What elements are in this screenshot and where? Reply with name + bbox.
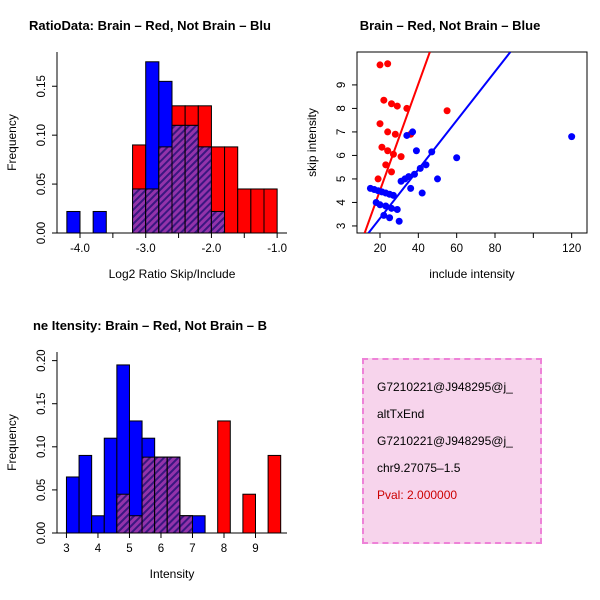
svg-text:include intensity: include intensity (429, 267, 514, 281)
info-line-gene-id-2: G7210221@J948295@j_ (377, 434, 513, 448)
svg-text:0.00: 0.00 (36, 222, 48, 244)
scatter-include-vs-skip: 20 40 60 80 120 3 4 5 6 7 8 9 include intensity skip … (305, 18, 588, 281)
svg-text:8: 8 (221, 543, 227, 555)
svg-text:6: 6 (158, 543, 164, 555)
svg-text:0.05: 0.05 (36, 479, 48, 501)
svg-text:Log2 Ratio Skip/Include: Log2 Ratio Skip/Include (109, 267, 236, 281)
svg-text:0.15: 0.15 (36, 393, 48, 415)
svg-text:0.00: 0.00 (36, 522, 48, 544)
svg-text:20: 20 (374, 243, 387, 255)
info-line-event-type: altTxEnd (377, 407, 425, 421)
svg-text:4: 4 (95, 543, 102, 555)
info-line-gene-id-1: G7210221@J948295@j_ (377, 380, 513, 394)
svg-text:120: 120 (562, 243, 581, 255)
svg-text:7: 7 (336, 129, 348, 135)
svg-text:5: 5 (336, 176, 348, 182)
histogram-log2-ratio: -4.0 -3.0 -2.0 -1.0 0.00 0.05 0.10 0.15 Log2 Rat… (5, 18, 287, 281)
svg-text:0.20: 0.20 (36, 349, 48, 371)
svg-text:Brain – Red, Not Brain – Blue: Brain – Red, Not Brain – Blue (360, 18, 541, 33)
svg-text:0.10: 0.10 (36, 124, 48, 146)
info-line-locus: chr9.27075–1.5 (377, 461, 461, 475)
svg-text:80: 80 (489, 243, 502, 255)
svg-text:0.10: 0.10 (36, 436, 48, 458)
svg-text:skip intensity: skip intensity (305, 108, 319, 177)
svg-text:RatioData: Brain – Red, Not Br: RatioData: Brain – Red, Not Brain – Blu (29, 18, 271, 33)
svg-text:-1.0: -1.0 (267, 243, 287, 255)
svg-text:6: 6 (336, 152, 348, 158)
svg-text:Intensity: Intensity (150, 567, 195, 581)
svg-text:Frequency: Frequency (5, 414, 19, 471)
info-quadrant: G7210221@J948295@j_ altTxEnd G7210221@J9… (300, 300, 600, 600)
svg-text:40: 40 (412, 243, 425, 255)
svg-text:3: 3 (336, 223, 348, 229)
svg-text:-3.0: -3.0 (136, 243, 156, 255)
svg-text:8: 8 (336, 105, 348, 111)
svg-text:-2.0: -2.0 (202, 243, 222, 255)
svg-text:9: 9 (252, 543, 258, 555)
info-panel: G7210221@J948295@j_ altTxEnd G7210221@J9… (362, 358, 542, 544)
svg-text:-4.0: -4.0 (70, 243, 90, 255)
histogram-gene-intensity: 3 4 5 6 7 8 9 0.00 0.05 0.10 0.15 0.20 Intensity Freq… (5, 318, 287, 581)
svg-text:4: 4 (336, 199, 348, 206)
svg-text:Frequency: Frequency (5, 114, 19, 171)
svg-text:5: 5 (126, 543, 132, 555)
info-line-pval: Pval: 2.000000 (377, 488, 458, 502)
svg-text:0.15: 0.15 (36, 75, 48, 97)
svg-text:0.05: 0.05 (36, 173, 48, 195)
svg-text:3: 3 (63, 543, 69, 555)
svg-text:ne Itensity: Brain – Red, Not: ne Itensity: Brain – Red, Not Brain – B (33, 318, 267, 333)
svg-text:60: 60 (450, 243, 463, 255)
svg-text:7: 7 (189, 543, 195, 555)
svg-text:9: 9 (336, 82, 348, 88)
